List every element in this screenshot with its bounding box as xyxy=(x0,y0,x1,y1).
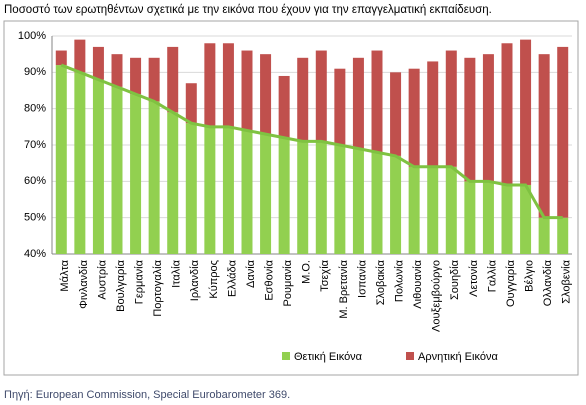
bar-segment xyxy=(371,152,383,254)
x-tick-label: Εσθονία xyxy=(263,259,275,300)
bar-segment xyxy=(501,184,513,254)
x-tick-label: Δανία xyxy=(245,259,257,288)
bar-segment xyxy=(464,181,476,254)
x-tick-label: Βέλγιο xyxy=(523,260,535,292)
x-tick-label: Λιθουανία xyxy=(412,259,424,308)
bar-segment xyxy=(55,65,67,254)
x-tick-label: Βουλγαρία xyxy=(115,259,127,312)
legend-swatch xyxy=(282,352,290,360)
y-tick-label: 60% xyxy=(24,175,46,187)
x-tick-label: Φινλανδία xyxy=(78,259,90,308)
x-tick-label: Μάλτα xyxy=(59,259,71,291)
bar-segment xyxy=(427,166,439,254)
bar-segment xyxy=(390,72,402,156)
bar-segment xyxy=(352,57,364,149)
bar-segment xyxy=(55,50,67,66)
x-tick-label: Πορτογαλία xyxy=(152,259,164,316)
bar-segment xyxy=(482,181,494,254)
x-tick-label: Λετονία xyxy=(468,259,480,297)
bar-segment xyxy=(222,43,234,127)
bar-segment xyxy=(204,43,216,127)
x-tick-label: Αυστρία xyxy=(96,259,108,299)
bar-segment xyxy=(482,54,494,182)
bar-segment xyxy=(557,217,569,254)
bar-segment xyxy=(260,54,272,135)
x-tick-label: Σουηδία xyxy=(449,259,461,300)
chart-title: Ποσοστό των ερωτηθέντων σχετικά με την ε… xyxy=(4,4,492,16)
bar-segment xyxy=(315,141,327,254)
bar-segment xyxy=(260,134,272,254)
bar-segment xyxy=(167,112,179,254)
legend-swatch xyxy=(406,352,414,360)
legend-label: Θετική Εικόνα xyxy=(294,351,363,363)
bar-segment xyxy=(464,57,476,182)
y-tick-label: 100% xyxy=(18,30,46,42)
x-tick-label: Ρουμανία xyxy=(282,259,294,306)
legend-label: Αρνητική Εικόνα xyxy=(418,351,498,363)
x-tick-label: Κύπρος xyxy=(208,260,220,299)
bar-segment xyxy=(204,126,216,254)
bar-segment xyxy=(520,39,532,185)
x-tick-label: Σλοβενία xyxy=(561,259,573,303)
source: Πηγή: European Commission, Special Eurob… xyxy=(4,389,290,401)
bar-segment xyxy=(185,83,197,124)
bar-segment xyxy=(130,94,142,254)
bar-segment xyxy=(130,57,142,95)
bar-segment xyxy=(445,166,457,254)
y-tick-label: 80% xyxy=(24,103,46,115)
x-tick-label: Ολλανδία xyxy=(542,259,554,306)
y-tick-label: 90% xyxy=(24,66,46,78)
x-tick-label: Ελλάδα xyxy=(226,259,238,297)
x-tick-label: Πολωνία xyxy=(393,259,405,302)
bar-segment xyxy=(538,54,550,218)
x-tick-label: Μ.Ο. xyxy=(301,260,313,284)
bar-segment xyxy=(167,46,179,113)
bar-segment xyxy=(334,145,346,254)
x-tick-label: Λουξεμβούργο xyxy=(431,260,443,332)
bar-segment xyxy=(111,54,123,87)
y-tick-label: 70% xyxy=(24,139,46,151)
bar-segment xyxy=(445,50,457,167)
bar-segment xyxy=(92,79,104,254)
y-tick-label: 40% xyxy=(24,248,46,260)
x-tick-label: Γαλλία xyxy=(486,259,498,292)
trend-line xyxy=(60,63,563,220)
bar-segment xyxy=(557,46,569,218)
bar-segment xyxy=(148,101,160,255)
bar-segment xyxy=(74,39,86,73)
bar-segment xyxy=(390,155,402,254)
bar-segment xyxy=(538,217,550,254)
bar-segment xyxy=(297,141,309,254)
x-tick-label: Ιρλανδία xyxy=(189,259,201,301)
bar-segment xyxy=(352,148,364,254)
x-tick-label: Ιταλία xyxy=(171,259,183,288)
bar-segment xyxy=(297,57,309,142)
bar-segment xyxy=(501,43,513,185)
bar-segment xyxy=(185,123,197,254)
bar-segment xyxy=(222,126,234,254)
bar-segment xyxy=(371,50,383,153)
bar-segment xyxy=(520,184,532,254)
bar-segment xyxy=(111,86,123,254)
bar-segment xyxy=(148,57,160,102)
y-tick-label: 50% xyxy=(24,212,46,224)
x-tick-label: Τσεχία xyxy=(319,259,331,291)
x-tick-label: Μ. Βρετανία xyxy=(338,259,350,318)
x-tick-label: Γερμανία xyxy=(133,259,145,304)
x-tick-label: Ουγγαρία xyxy=(505,259,517,307)
bar-segment xyxy=(315,50,327,142)
bar-segment xyxy=(241,130,253,254)
x-tick-label: Σλοβακία xyxy=(375,259,387,305)
bar-segment xyxy=(334,68,346,145)
bar-segment xyxy=(241,50,253,131)
bar-segment xyxy=(92,46,104,80)
bar-segment xyxy=(278,75,290,138)
bar-segment xyxy=(408,68,420,167)
x-tick-label: Ισπανία xyxy=(356,259,368,298)
bar-segment xyxy=(278,137,290,254)
bar-segment xyxy=(74,72,86,254)
bar-segment xyxy=(408,166,420,254)
bar-segment xyxy=(427,61,439,167)
